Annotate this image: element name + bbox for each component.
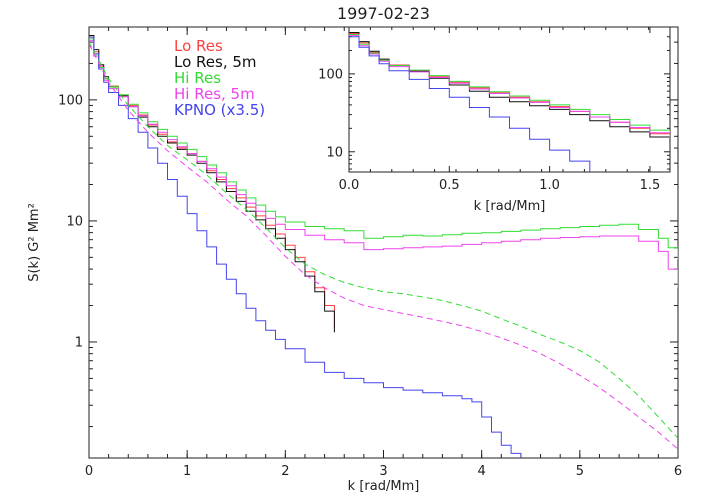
main-x-tick-label: 3	[379, 464, 387, 479]
chart-title: 1997-02-23	[337, 4, 430, 23]
main-x-tick-label: 2	[281, 464, 289, 479]
inset-series-line-kpno-x3-5	[349, 36, 591, 172]
main-x-axis-label: k [rad/Mm]	[348, 479, 420, 494]
legend-entry: KPNO (x3.5)	[174, 101, 265, 119]
main-series-line-hi-res-5m	[89, 39, 678, 288]
main-x-tick-label: 5	[576, 464, 584, 479]
inset-x-tick-label: 1.5	[640, 178, 661, 193]
main-x-tick-label: 6	[674, 464, 682, 479]
main-x-tick-label: 1	[183, 464, 191, 479]
main-x-tick-label: 0	[85, 464, 93, 479]
main-series-line-dashed-5	[89, 41, 678, 439]
main-y-axis-label: S(k) G² Mm²	[27, 203, 42, 282]
main-chart: 0 1 2 3 4 5 6 1 10 100 1997-02-23 k [rad/Mm] S(k) G²…	[27, 4, 682, 494]
main-x-tick-label: 4	[478, 464, 486, 479]
legend-entry: Hi Res	[174, 69, 221, 87]
legend-entry: Lo Res, 5m	[174, 53, 257, 71]
main-series-line-hi-res	[89, 38, 678, 260]
inset-x-tick-label: 0.0	[339, 178, 360, 193]
main-y-tick-label: 10	[66, 215, 83, 230]
main-series-line-dashed-6	[89, 43, 678, 450]
inset-y-tick-label: 10	[326, 145, 343, 160]
inset-x-tick-label: 0.5	[439, 178, 460, 193]
inset-x-tick-label: 1.0	[539, 178, 560, 193]
main-y-tick-label: 1	[75, 336, 83, 351]
inset-y-tick-label: 100	[318, 68, 343, 83]
main-y-tick-label: 100	[58, 94, 83, 109]
inset-x-axis-label: k [rad/Mm]	[474, 199, 546, 214]
main-series-line-kpno-x3-5	[89, 36, 522, 458]
legend-entry: Lo Res	[174, 37, 223, 55]
inset-chart: 0.0 0.5 1.0 1.5 10 100 k [rad/Mm]	[318, 26, 671, 214]
legend-entry: Hi Res, 5m	[174, 85, 255, 103]
